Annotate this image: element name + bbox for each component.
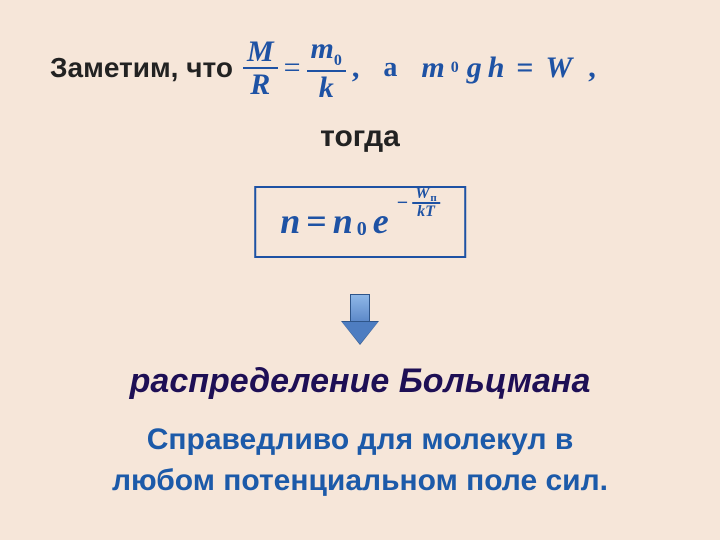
equals-sign-2: = (516, 51, 533, 85)
m-base: m (311, 32, 334, 65)
desc-line2: любом потенциальном поле сил. (112, 464, 608, 497)
g-var: g (467, 51, 482, 85)
togda-text: тогда (0, 120, 720, 154)
comma-1: , (352, 51, 360, 85)
connector-a: а (383, 52, 397, 84)
W-p: W (415, 185, 429, 202)
m-sub0: 0 (334, 52, 342, 69)
description-text: Справедливо для молекул в любом потенциа… (0, 420, 720, 501)
down-arrow-icon (342, 294, 378, 346)
boltzmann-title: распределение Больцмана (0, 362, 720, 401)
W-sub-p: п (430, 192, 436, 204)
arrow-head (342, 322, 378, 344)
boxed-inner: n = n0 e − Wп kT (280, 200, 440, 242)
line1: Заметим, что M R = m0 k , а m0 g h (50, 38, 680, 98)
comma-2: , (588, 51, 596, 85)
m-sub0-2: 0 (451, 59, 459, 77)
desc-line1: Справедливо для молекул в (147, 423, 574, 456)
frac-num-m0: m0 (307, 33, 346, 70)
exp-den: kT (414, 204, 438, 220)
exp-fraction: Wп kT (412, 186, 440, 220)
W-var: W (546, 51, 573, 85)
frac-den-k: k (315, 72, 338, 104)
equation-1: M R = m0 k , (243, 33, 359, 103)
exponent: − Wп kT (397, 186, 440, 220)
prefix-text: Заметим, что (50, 52, 233, 84)
minus-sign: − (397, 192, 408, 215)
m-var: m (421, 51, 444, 85)
k-var: k (417, 203, 425, 220)
boxed-formula: n = n0 e − Wп kT (254, 186, 466, 258)
arrow-shaft (350, 294, 370, 324)
equals-sign: = (284, 51, 301, 85)
frac-den-R: R (246, 69, 274, 101)
equation-2: m0 g h = W , (421, 51, 595, 85)
exp-num: Wп (412, 186, 440, 202)
n0-sub: 0 (357, 218, 367, 241)
fraction-m0k: m0 k (307, 33, 346, 103)
n0-base: n (333, 200, 353, 242)
slide: Заметим, что M R = m0 k , а m0 g h (0, 0, 720, 540)
h-var: h (488, 51, 505, 85)
e-var: e (373, 200, 389, 242)
equals-sign-3: = (306, 200, 327, 242)
T-var: T (425, 203, 435, 220)
fraction-MR: M R (243, 36, 278, 101)
frac-num-M: M (243, 36, 278, 68)
n-var: n (280, 200, 300, 242)
